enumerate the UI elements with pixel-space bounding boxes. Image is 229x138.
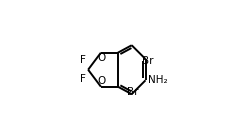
Text: O: O (97, 76, 105, 86)
Text: F: F (79, 74, 85, 84)
Text: Br: Br (126, 87, 138, 97)
Text: O: O (97, 53, 105, 63)
Text: NH₂: NH₂ (147, 75, 167, 85)
Text: Br: Br (141, 56, 153, 66)
Text: F: F (79, 55, 85, 65)
